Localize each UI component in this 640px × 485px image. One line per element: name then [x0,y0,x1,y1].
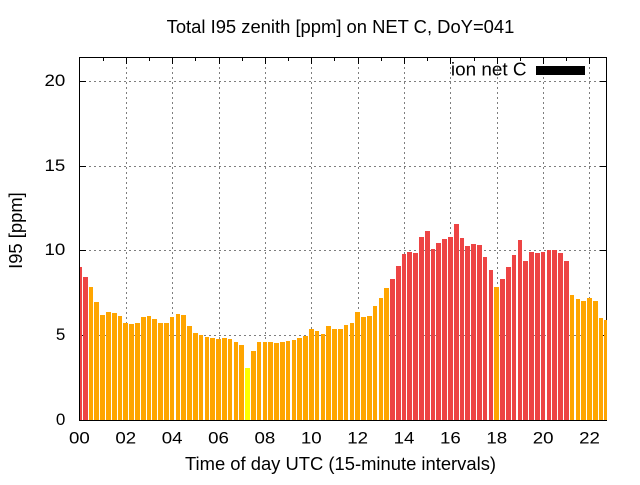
svg-text:10: 10 [301,428,322,447]
svg-text:06: 06 [208,428,229,447]
svg-text:08: 08 [255,428,276,447]
svg-text:12: 12 [347,428,368,447]
svg-text:00: 00 [69,428,90,447]
svg-text:20: 20 [45,71,66,90]
svg-text:16: 16 [440,428,461,447]
svg-text:20: 20 [533,428,554,447]
svg-text:02: 02 [115,428,136,447]
svg-text:15: 15 [45,156,66,175]
svg-text:04: 04 [162,428,183,447]
svg-text:5: 5 [56,325,65,344]
svg-text:18: 18 [486,428,507,447]
svg-text:14: 14 [394,428,415,447]
svg-text:Total I95 zenith [ppm] on NET: Total I95 zenith [ppm] on NET C, DoY=041 [167,16,515,37]
svg-text:10: 10 [45,240,66,259]
svg-text:Time of day UTC (15-minute int: Time of day UTC (15-minute intervals) [185,453,496,474]
svg-text:I95 [ppm]: I95 [ppm] [5,192,26,269]
svg-text:0: 0 [56,410,65,429]
svg-text:ion net C: ion net C [451,60,527,81]
svg-text:22: 22 [579,428,600,447]
